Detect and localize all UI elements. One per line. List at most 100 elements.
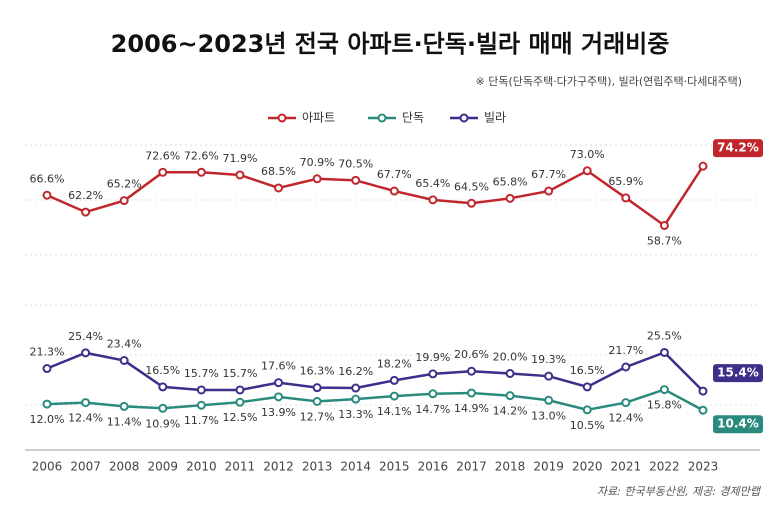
value-label: 14.9%: [454, 402, 489, 415]
value-label: 18.2%: [377, 357, 412, 370]
data-point: [274, 183, 284, 193]
value-badge: [713, 415, 763, 434]
value-label: 72.6%: [145, 149, 180, 162]
data-point: [659, 347, 669, 357]
value-label: 20.0%: [493, 351, 528, 364]
value-label: 15.7%: [184, 367, 219, 380]
value-label: 12.4%: [608, 412, 643, 425]
value-label: 66.6%: [30, 172, 65, 185]
value-label: 10.9%: [145, 417, 180, 430]
data-point: [42, 399, 52, 409]
legend-label: 단독: [402, 111, 424, 125]
data-point: [389, 375, 399, 385]
x-tick-label: 2021: [611, 460, 642, 474]
data-point: [505, 193, 515, 203]
data-point: [119, 196, 129, 206]
data-point: [351, 175, 361, 185]
data-point: [428, 195, 438, 205]
value-label: 65.4%: [415, 177, 450, 190]
value-label: 23.4%: [107, 337, 142, 350]
chart-title: 2006~2023년 전국 아파트·단독·빌라 매매 거래비중: [111, 30, 670, 58]
value-label: 16.2%: [338, 365, 373, 378]
x-tick-label: 2017: [456, 460, 487, 474]
data-point: [312, 383, 322, 393]
value-label: 62.2%: [68, 189, 103, 202]
data-point: [428, 389, 438, 399]
value-label: 25.5%: [647, 329, 682, 342]
data-point: [351, 394, 361, 404]
data-point: [158, 382, 168, 392]
value-label: 64.5%: [454, 180, 489, 193]
value-label: 16.3%: [300, 365, 335, 378]
value-label: 74.2%: [717, 141, 759, 155]
data-point: [659, 385, 669, 395]
value-label: 14.1%: [377, 405, 412, 418]
value-label: 21.3%: [30, 346, 65, 359]
data-point: [466, 198, 476, 208]
value-label: 14.2%: [493, 405, 528, 418]
legend-label: 아파트: [302, 111, 335, 125]
data-point: [389, 186, 399, 196]
value-label: 65.2%: [107, 178, 142, 191]
value-label: 68.5%: [261, 165, 296, 178]
data-point: [42, 364, 52, 374]
data-point: [659, 220, 669, 230]
data-point: [158, 167, 168, 177]
x-tick-label: 2006: [32, 460, 63, 474]
data-point: [196, 385, 206, 395]
data-point: [351, 383, 361, 393]
legend-marker: [277, 113, 287, 123]
value-label: 20.6%: [454, 348, 489, 361]
value-label: 67.7%: [377, 168, 412, 181]
value-label: 13.3%: [338, 408, 373, 421]
value-label: 12.0%: [30, 413, 65, 426]
value-label: 65.8%: [493, 175, 528, 188]
x-tick-label: 2019: [533, 460, 564, 474]
value-label: 73.0%: [570, 148, 605, 161]
value-label: 10.4%: [717, 417, 759, 431]
data-point: [582, 405, 592, 415]
x-tick-label: 2012: [263, 460, 294, 474]
value-label: 58.7%: [647, 234, 682, 247]
data-point: [466, 366, 476, 376]
value-label: 25.4%: [68, 330, 103, 343]
data-point: [196, 167, 206, 177]
x-tick-label: 2018: [495, 460, 526, 474]
value-label: 11.4%: [107, 415, 142, 428]
data-point: [196, 400, 206, 410]
value-label: 72.6%: [184, 149, 219, 162]
x-tick-label: 2014: [340, 460, 371, 474]
value-label: 67.7%: [531, 168, 566, 181]
x-tick-label: 2020: [572, 460, 603, 474]
data-point: [621, 398, 631, 408]
value-label: 16.5%: [145, 364, 180, 377]
data-point: [544, 371, 554, 381]
data-point: [698, 405, 708, 415]
x-tick-label: 2011: [225, 460, 256, 474]
data-point: [621, 362, 631, 372]
legend-marker: [459, 113, 469, 123]
value-label: 12.4%: [68, 412, 103, 425]
data-point: [274, 392, 284, 402]
data-point: [621, 193, 631, 203]
x-tick-label: 2010: [186, 460, 217, 474]
data-point: [158, 403, 168, 413]
value-badge: [713, 139, 763, 158]
data-point: [119, 401, 129, 411]
data-point: [428, 369, 438, 379]
value-label: 17.6%: [261, 360, 296, 373]
series-line: [46, 388, 704, 412]
legend-label: 빌라: [484, 111, 506, 125]
legend-marker: [377, 113, 387, 123]
series-line: [46, 165, 705, 228]
chart-subtitle: ※ 단독(단독주택·다가구주택), 빌라(연립주택·다세대주택): [475, 75, 742, 88]
value-label: 71.9%: [222, 152, 257, 165]
data-point: [582, 382, 592, 392]
data-point: [312, 174, 322, 184]
value-label: 14.7%: [415, 403, 450, 416]
value-label: 65.9%: [608, 175, 643, 188]
data-point: [81, 398, 91, 408]
x-tick-label: 2023: [688, 460, 719, 474]
value-label: 12.5%: [222, 411, 257, 424]
